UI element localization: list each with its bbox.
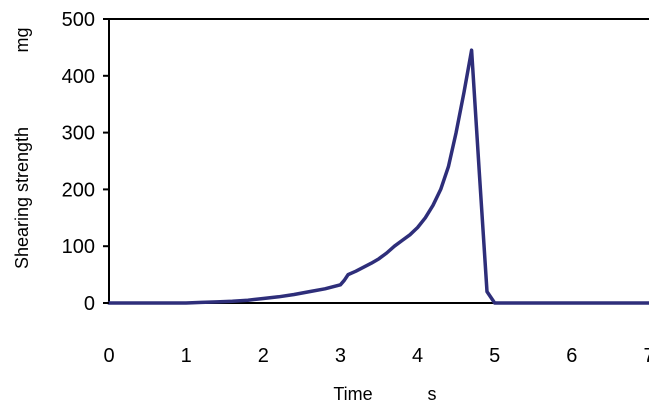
x-tick-label: 0 (103, 345, 114, 367)
y-tick-label: 400 (62, 66, 95, 88)
plot-frame (108, 18, 649, 304)
y-tick-label: 100 (62, 236, 95, 258)
series-layer (107, 48, 649, 305)
plot-area-border (108, 18, 649, 304)
x-tick-label: 6 (566, 345, 577, 367)
x-tick-label: 4 (412, 345, 423, 367)
series-line (107, 48, 649, 305)
y-tick-label: 300 (62, 123, 95, 145)
x-axis-unit: s (428, 384, 437, 403)
x-tick-labels: 0 1 2 3 4 5 6 7 (103, 345, 649, 367)
y-axis-unit: mg (12, 27, 32, 52)
y-tick-labels: 0 100 200 300 400 500 (62, 9, 109, 315)
y-tick-label: 500 (62, 9, 95, 31)
x-tick-label: 3 (335, 345, 346, 367)
x-axis-label: Time (333, 384, 372, 403)
x-tick-label: 2 (258, 345, 269, 367)
x-tick-label: 1 (181, 345, 192, 367)
x-tick-label: 7 (643, 345, 649, 367)
y-tick-label: 0 (84, 293, 95, 315)
y-axis-label: Shearing strength (12, 127, 32, 269)
y-tick-label: 200 (62, 179, 95, 201)
x-tick-label: 5 (489, 345, 500, 367)
